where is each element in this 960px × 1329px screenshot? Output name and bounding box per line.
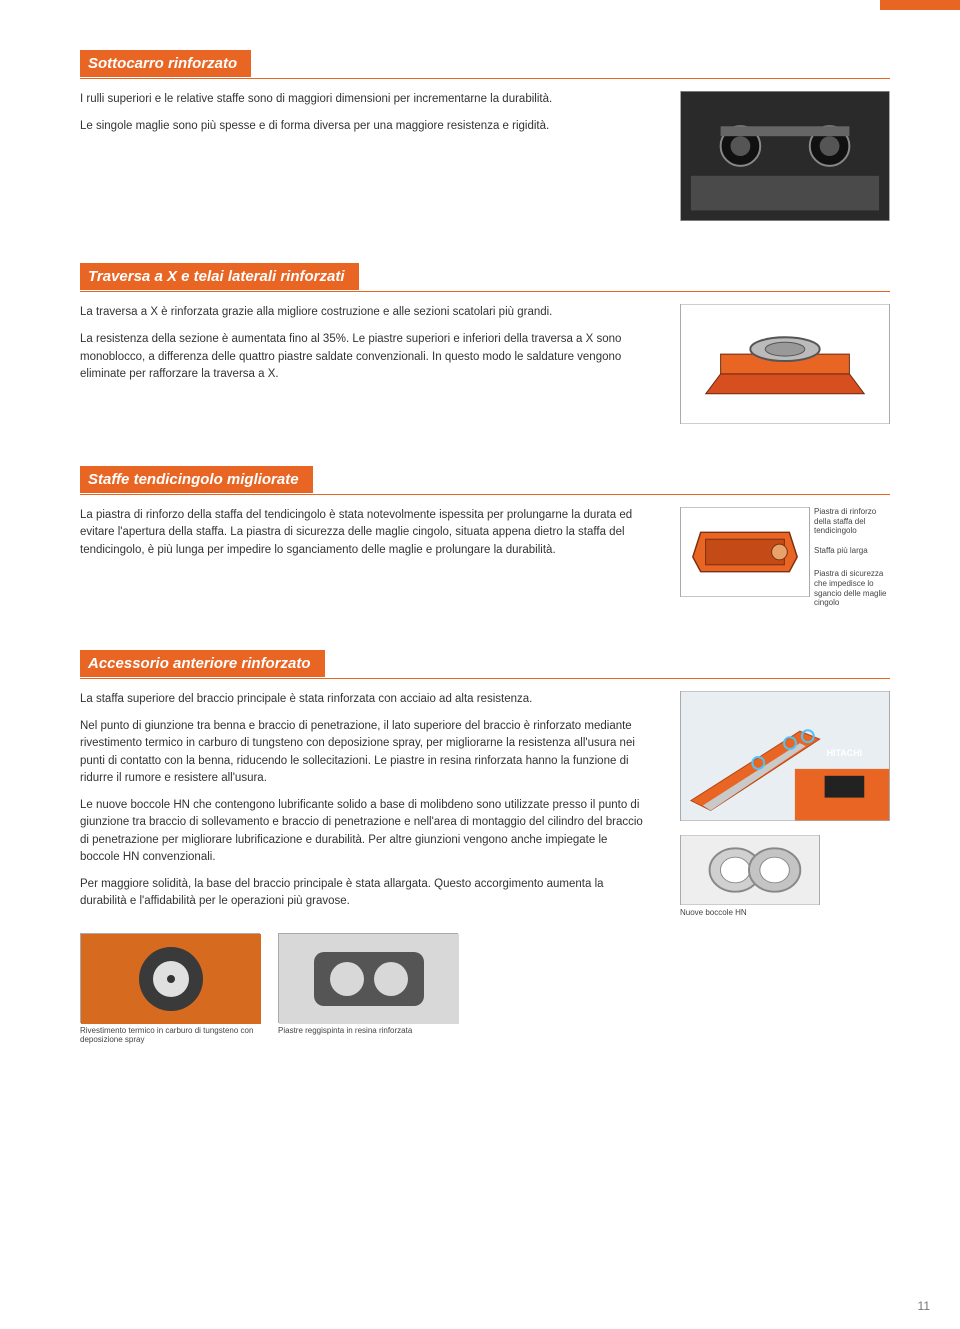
heading-1: Sottocarro rinforzato — [80, 50, 251, 77]
small-img-1-col: Rivestimento termico in carburo di tungs… — [80, 933, 260, 1045]
heading-3: Staffe tendicingolo migliorate — [80, 466, 313, 493]
heading-row-4: Accessorio anteriore rinforzato — [80, 650, 890, 677]
heading-row-2: Traversa a X e telai laterali rinforzati — [80, 263, 890, 290]
image-idler-col: Piastra di rinforzo della staffa del ten… — [680, 507, 890, 608]
section-sottocarro: Sottocarro rinforzato I rulli superiori … — [80, 50, 890, 221]
heading-underline-3 — [80, 494, 890, 495]
s1-p2: Le singole maglie sono più spesse e di f… — [80, 118, 650, 135]
image-col-4: HITACHI — [680, 691, 890, 918]
s4-p1: La staffa superiore del braccio principa… — [80, 691, 650, 708]
s3-p1: La piastra di rinforzo della staffa del … — [80, 507, 650, 559]
image-bushing — [680, 835, 820, 905]
small-img-2-col: Piastre reggispinta in resina rinforzata — [278, 933, 458, 1045]
heading-4: Accessorio anteriore rinforzato — [80, 650, 325, 677]
s2-p2: La resistenza della sezione è aumentata … — [80, 331, 650, 383]
small-cap-1: Rivestimento termico in carburo di tungs… — [80, 1026, 260, 1045]
s4-p2: Nel punto di giunzione tra benna e bracc… — [80, 718, 650, 787]
body-text-4: La staffa superiore del braccio principa… — [80, 691, 650, 921]
image-bushing-wrap: Nuove boccole HN — [680, 835, 890, 918]
heading-underline-4 — [80, 678, 890, 679]
small-cap-2: Piastre reggispinta in resina rinforzata — [278, 1026, 458, 1036]
image-xframe — [680, 304, 890, 424]
section-accessorio: Accessorio anteriore rinforzato La staff… — [80, 650, 890, 1045]
annot-3: Piastra di sicurezza che impedisce lo sg… — [814, 569, 890, 607]
top-accent-bar — [880, 0, 960, 10]
heading-row-1: Sottocarro rinforzato — [80, 50, 890, 77]
annot-2: Staffa più larga — [814, 546, 890, 556]
image-boom: HITACHI — [680, 691, 890, 821]
body-text-1: I rulli superiori e le relative staffe s… — [80, 91, 650, 146]
body-text-2: La traversa a X è rinforzata grazie alla… — [80, 304, 650, 393]
annot-1: Piastra di rinforzo della staffa del ten… — [814, 507, 890, 536]
svg-text:HITACHI: HITACHI — [827, 748, 862, 758]
heading-underline-2 — [80, 291, 890, 292]
caption-bushing: Nuove boccole HN — [680, 908, 890, 918]
image-undercarriage — [680, 91, 890, 221]
heading-row-3: Staffe tendicingolo migliorate — [80, 466, 890, 493]
heading-2: Traversa a X e telai laterali rinforzati — [80, 263, 359, 290]
s4-p4: Per maggiore solidità, la base del bracc… — [80, 876, 650, 911]
heading-underline-1 — [80, 78, 890, 79]
s2-p1: La traversa a X è rinforzata grazie alla… — [80, 304, 650, 321]
small-img-2 — [278, 933, 458, 1023]
s1-p1: I rulli superiori e le relative staffe s… — [80, 91, 650, 108]
page-number: 11 — [918, 1299, 930, 1313]
image-idler — [680, 507, 810, 597]
section-staffe: Staffe tendicingolo migliorate La piastr… — [80, 466, 890, 608]
s4-p3: Le nuove boccole HN che contengono lubri… — [80, 797, 650, 866]
section-traversa: Traversa a X e telai laterali rinforzati… — [80, 263, 890, 424]
small-images-row: Rivestimento termico in carburo di tungs… — [80, 933, 890, 1045]
page-content: Sottocarro rinforzato I rulli superiori … — [0, 0, 960, 1095]
small-img-1 — [80, 933, 260, 1023]
body-text-3: La piastra di rinforzo della staffa del … — [80, 507, 650, 569]
